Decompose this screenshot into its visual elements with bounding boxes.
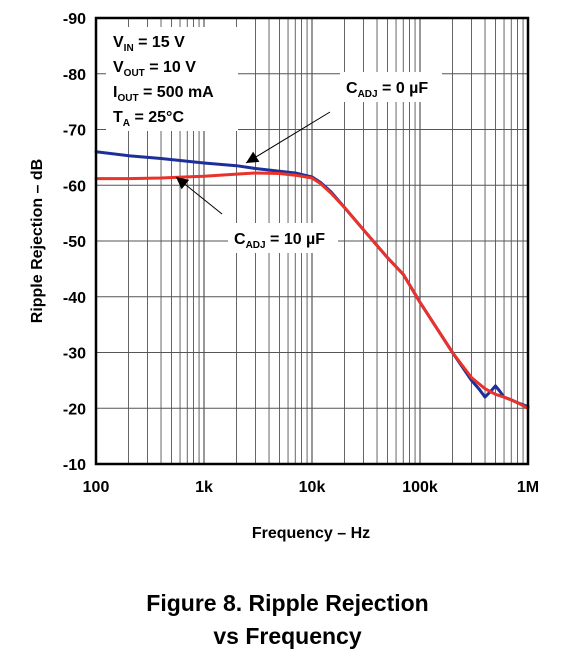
x-tick-label: 100 bbox=[83, 479, 110, 496]
x-tick-label: 100k bbox=[402, 479, 438, 496]
condition-label: IOUT = 500 mA bbox=[113, 84, 214, 104]
x-tick-label: 10k bbox=[299, 479, 326, 496]
leader-arrow-cadj-10uf-head bbox=[176, 177, 190, 190]
y-tick-label: -40 bbox=[63, 290, 86, 307]
legend-box-cadj-10uf bbox=[228, 223, 338, 253]
tick-labels: -90 -80 -70 -60 -50 -40 -30 -20 -10 100 1k 10k 100k 1… bbox=[63, 11, 539, 496]
x-tick-label: 1k bbox=[195, 479, 213, 496]
plot-frame bbox=[94, 16, 530, 466]
series-layer bbox=[94, 150, 530, 410]
y-tick-label: -20 bbox=[63, 401, 86, 418]
y-tick-label: -30 bbox=[63, 346, 86, 363]
x-tick-label: 1M bbox=[517, 479, 539, 496]
y-tick-label: -50 bbox=[63, 234, 86, 251]
figure-caption-line1: Figure 8. Ripple Rejection bbox=[146, 590, 429, 616]
conditions-box bbox=[106, 27, 238, 131]
x-axis-title: Frequency – Hz bbox=[252, 525, 370, 542]
series-line-cadj-10uf bbox=[94, 171, 530, 410]
legend-label-cadj-0uf: CADJ = 0 µF bbox=[346, 80, 428, 100]
figure-caption-line2: vs Frequency bbox=[213, 623, 362, 649]
annotations: VIN = 15 V VOUT = 10 V IOUT = 500 mA TA = 2… bbox=[106, 27, 442, 253]
y-tick-label: -90 bbox=[63, 11, 86, 28]
y-tick-label: -60 bbox=[63, 178, 86, 195]
condition-label: TA = 25°C bbox=[113, 109, 184, 129]
y-tick-label: -10 bbox=[63, 457, 86, 474]
y-axis-title: Ripple Rejection – dB bbox=[29, 159, 46, 323]
y-tick-label: -80 bbox=[63, 67, 86, 84]
condition-label: VIN = 15 V bbox=[113, 34, 185, 54]
legend-label-cadj-10uf: CADJ = 10 µF bbox=[234, 231, 325, 251]
leader-arrow-cadj-0uf-head bbox=[246, 151, 260, 163]
y-tick-label: -70 bbox=[63, 123, 86, 140]
legend-box-cadj-0uf bbox=[340, 72, 442, 102]
condition-label: VOUT = 10 V bbox=[113, 59, 196, 79]
leader-arrow-cadj-0uf-line bbox=[245, 111, 331, 164]
